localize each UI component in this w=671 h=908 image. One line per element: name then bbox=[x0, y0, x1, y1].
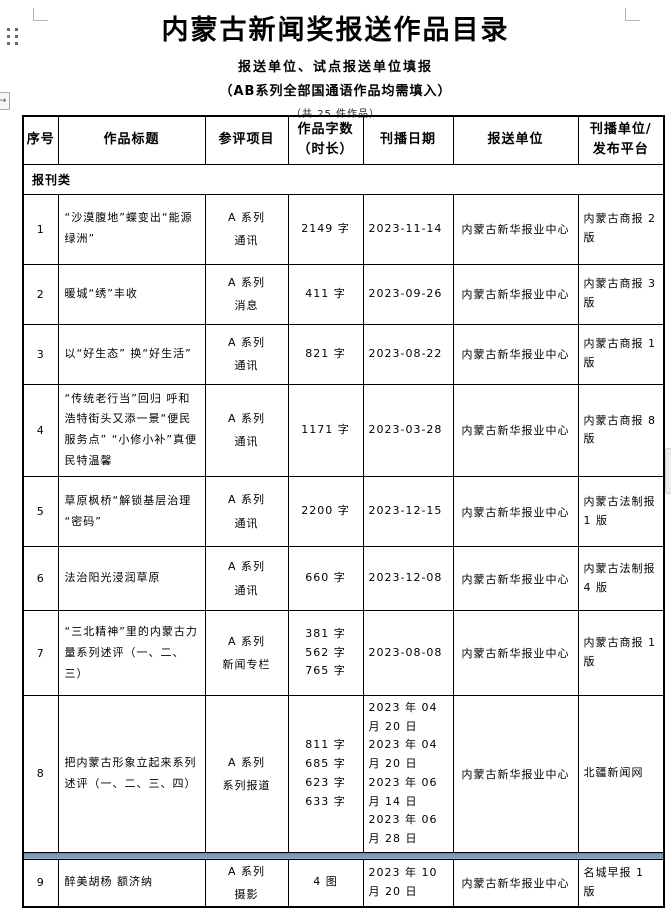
page-subtitle-1: 报送单位、试点报送单位填报 bbox=[237, 60, 433, 75]
cell-serial-number: 8 bbox=[22, 695, 59, 853]
page-title: 内蒙古新闻奖报送作品目录 bbox=[161, 15, 510, 46]
page-margin-crop-mark-left bbox=[33, 8, 48, 21]
cell-serial-number: 1 bbox=[22, 193, 59, 265]
cell-entry-category: A 系列 通讯 bbox=[204, 383, 289, 478]
page-break-bar bbox=[23, 853, 664, 859]
column-header-5: 报送单位 bbox=[452, 115, 579, 165]
cell-publish-date: 2023-03-28 bbox=[362, 383, 454, 478]
cell-publishing-unit: 内蒙古商报 8 版 bbox=[577, 383, 665, 478]
cell-publish-date: 2023-08-08 bbox=[362, 610, 454, 697]
cell-entry-category: A 系列 新闻专栏 bbox=[204, 610, 289, 697]
cell-entry-category: A 系列 通讯 bbox=[204, 546, 289, 612]
cell-publishing-unit: 内蒙古法制报 4 版 bbox=[577, 546, 665, 612]
table-header-row: 序号 作品标题 参评项目 作品字数 （时长） 刊播日期 报送单位 刊播单位/发布平台 bbox=[22, 115, 665, 165]
cell-publishing-unit: 内蒙古商报 2 版 bbox=[577, 193, 665, 265]
column-header-0: 序号 bbox=[22, 115, 59, 165]
cell-submitting-unit: 内蒙古新华报业中心 bbox=[452, 695, 579, 853]
works-count-note: （共 25 件作品） bbox=[290, 109, 381, 120]
page-subtitle-2: （AB系列全部国通语作品均需填入） bbox=[219, 84, 452, 99]
cell-work-title: “三北精神”里的内蒙古力量系列述评（一、二、三） bbox=[57, 610, 206, 697]
column-header-3: 作品字数 （时长） bbox=[287, 115, 364, 165]
cell-serial-number: 3 bbox=[22, 323, 59, 385]
table-row: 7 “三北精神”里的内蒙古力量系列述评（一、二、三） A 系列 新闻专栏 381 字 56… bbox=[22, 610, 665, 697]
cell-publish-date: 2023-11-14 bbox=[362, 193, 454, 265]
cell-publishing-unit: 北疆新闻网 bbox=[577, 695, 665, 853]
cell-work-title: 草原枫桥“解锁基层治理 “密码” bbox=[57, 476, 206, 548]
cell-work-title: 以“好生态” 换“好生活” bbox=[57, 323, 206, 385]
cell-submitting-unit: 内蒙古新华报业中心 bbox=[452, 383, 579, 478]
cell-work-title: 暖城“绣”丰收 bbox=[57, 263, 206, 325]
cell-publishing-unit: 内蒙古商报 1 版 bbox=[577, 610, 665, 697]
column-header-6: 刊播单位/发布平台 bbox=[577, 115, 665, 165]
cell-submitting-unit: 内蒙古新华报业中心 bbox=[452, 610, 579, 697]
column-header-1: 作品标题 bbox=[57, 115, 206, 165]
cell-serial-number: 4 bbox=[22, 383, 59, 478]
table-row: 4 “传统老行当”回归 呼和浩特街头又添一景“便民服务点” “小修小补”真便民特温… bbox=[22, 383, 665, 478]
cell-submitting-unit: 内蒙古新华报业中心 bbox=[452, 476, 579, 548]
column-header-2: 参评项目 bbox=[204, 115, 289, 165]
table-row: 8 把内蒙古形象立起来系列述评（一、二、三、四） A 系列 系列报道 811 字 685 … bbox=[22, 695, 665, 853]
cell-serial-number: 2 bbox=[22, 263, 59, 325]
cell-word-count: 2149 字 bbox=[287, 193, 364, 265]
page-break-row bbox=[23, 851, 664, 860]
cell-submitting-unit: 内蒙古新华报业中心 bbox=[452, 546, 579, 612]
column-header-4: 刊播日期 bbox=[362, 115, 454, 165]
scrollbar-thumb[interactable] bbox=[665, 448, 671, 494]
cell-word-count: 821 字 bbox=[287, 323, 364, 385]
table-row: 5 草原枫桥“解锁基层治理 “密码” A 系列 通讯 2200 字 2023-12-15 内… bbox=[22, 476, 665, 548]
cell-publishing-unit: 名城早报 1 版 bbox=[577, 858, 665, 908]
cell-word-count: 811 字 685 字 623 字 633 字 bbox=[287, 695, 364, 853]
table-move-handle-icon[interactable] bbox=[7, 28, 19, 47]
cell-word-count: 1171 字 bbox=[287, 383, 364, 478]
cell-publish-date: 2023-12-15 bbox=[362, 476, 454, 548]
table-row: 2 暖城“绣”丰收 A 系列 消息 411 字 2023-09-26 内蒙古新华报业中心 内蒙… bbox=[22, 263, 665, 325]
cell-work-title: 把内蒙古形象立起来系列述评（一、二、三、四） bbox=[57, 695, 206, 853]
cell-entry-category: A 系列 通讯 bbox=[204, 323, 289, 385]
cell-entry-category: A 系列 通讯 bbox=[204, 193, 289, 265]
cell-submitting-unit: 内蒙古新华报业中心 bbox=[452, 323, 579, 385]
cell-serial-number: 6 bbox=[22, 546, 59, 612]
table-row: 6 法治阳光浸润草原 A 系列 通讯 660 字 2023-12-08 内蒙古新华报业中心内… bbox=[22, 546, 665, 612]
cell-word-count: 411 字 bbox=[287, 263, 364, 325]
page-margin-crop-mark-right bbox=[625, 8, 640, 21]
cell-submitting-unit: 内蒙古新华报业中心 bbox=[452, 193, 579, 265]
cell-submitting-unit: 内蒙古新华报业中心 bbox=[452, 263, 579, 325]
table-row: 9 醉美胡杨 额济纳 A 系列 摄影 4 图 2023 年 10 月 20 日内蒙古新华报… bbox=[22, 858, 665, 908]
cell-entry-category: A 系列 摄影 bbox=[204, 858, 289, 908]
cell-publish-date: 2023-12-08 bbox=[362, 546, 454, 612]
table-row: 1 “沙漠腹地”蝶变出“能源绿洲” A 系列 通讯 2149 字 2023-11-14 内蒙… bbox=[22, 193, 665, 265]
cell-entry-category: A 系列 消息 bbox=[204, 263, 289, 325]
cell-publish-date: 2023 年 04 月 20 日 2023 年 04 月 20 日 2023 年… bbox=[362, 695, 454, 853]
cell-submitting-unit: 内蒙古新华报业中心 bbox=[452, 858, 579, 908]
cell-publish-date: 2023-08-22 bbox=[362, 323, 454, 385]
table-body: 报刊类 1 “沙漠腹地”蝶变出“能源绿洲” A 系列 通讯 2149 字 2023-11-1… bbox=[22, 163, 665, 908]
cell-work-title: 法治阳光浸润草原 bbox=[57, 546, 206, 612]
cell-publishing-unit: 内蒙古商报 1 版 bbox=[577, 323, 665, 385]
table-row: 3 以“好生态” 换“好生活” A 系列 通讯 821 字 2023-08-22 内蒙古新华… bbox=[22, 323, 665, 385]
cell-work-title: “沙漠腹地”蝶变出“能源绿洲” bbox=[57, 193, 206, 265]
section-row: 报刊类 bbox=[22, 163, 665, 195]
cell-word-count: 660 字 bbox=[287, 546, 364, 612]
cell-serial-number: 5 bbox=[22, 476, 59, 548]
cell-word-count: 381 字 562 字 765 字 bbox=[287, 610, 364, 697]
cell-work-title: 醉美胡杨 额济纳 bbox=[57, 858, 206, 908]
cell-serial-number: 7 bbox=[22, 610, 59, 697]
cell-word-count: 2200 字 bbox=[287, 476, 364, 548]
cell-work-title: “传统老行当”回归 呼和浩特街头又添一景“便民服务点” “小修小补”真便民特温馨 bbox=[57, 383, 206, 478]
object-anchor-arrow-icon[interactable]: → bbox=[0, 92, 10, 110]
works-table: 序号 作品标题 参评项目 作品字数 （时长） 刊播日期 报送单位 刊播单位/发布平台 报刊类 1… bbox=[22, 115, 665, 908]
document-page: { "page": { "title": "内蒙古新闻奖报送作品目录", "su… bbox=[0, 8, 671, 908]
cell-word-count: 4 图 bbox=[287, 858, 364, 908]
cell-publish-date: 2023 年 10 月 20 日 bbox=[362, 858, 454, 908]
cell-publishing-unit: 内蒙古法制报 1 版 bbox=[577, 476, 665, 548]
cell-publishing-unit: 内蒙古商报 3 版 bbox=[577, 263, 665, 325]
cell-publish-date: 2023-09-26 bbox=[362, 263, 454, 325]
cell-entry-category: A 系列 系列报道 bbox=[204, 695, 289, 853]
cell-entry-category: A 系列 通讯 bbox=[204, 476, 289, 548]
cell-serial-number: 9 bbox=[22, 858, 59, 908]
